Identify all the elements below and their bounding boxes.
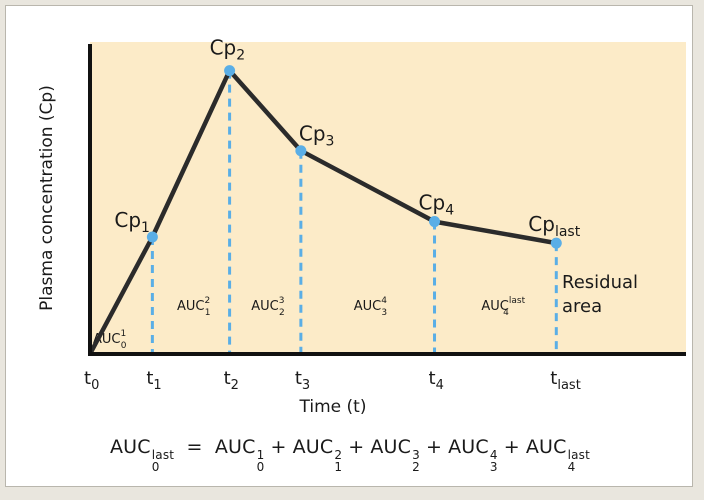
formula-term-4-last: AUC last 4 bbox=[525, 436, 591, 474]
formula-plus: + bbox=[503, 436, 520, 458]
residual-area-label-line1: Residual bbox=[562, 272, 638, 293]
formula-term-1-2: AUC 2 1 bbox=[292, 436, 343, 474]
concentration-curve bbox=[88, 68, 557, 356]
point-cplast bbox=[550, 237, 562, 249]
data-points bbox=[146, 65, 562, 249]
dashed-lines bbox=[150, 70, 558, 354]
label-cp1: Cp1 bbox=[114, 208, 150, 236]
y-axis-label: Plasma concentration (Cp) bbox=[37, 85, 57, 311]
point-cp2 bbox=[224, 65, 236, 77]
tick-t1: t1 bbox=[146, 368, 161, 393]
region-auc-4-last: AUClast 4 bbox=[481, 296, 525, 318]
figure-panel: AUC1 0 AUC2 1 AUC3 2 AUC4 3 AUClast 4 Cp1 Cp2 Cp3 Cp… bbox=[5, 5, 693, 487]
region-auc-1-2: AUC2 1 bbox=[177, 296, 210, 318]
formula-lhs-sup: last bbox=[151, 448, 175, 462]
label-cplast: Cplast bbox=[528, 212, 580, 240]
point-cp4 bbox=[429, 216, 441, 228]
formula-plus: + bbox=[270, 436, 287, 458]
formula-term-0-1: AUC 1 0 bbox=[214, 436, 265, 474]
region-auc-3-4: AUC4 3 bbox=[354, 296, 388, 318]
auc-formula: AUC last 0 = AUC 1 0 + AUC 2 1 + AUC 3 2 + AUC 4 3 + AUC la… bbox=[6, 436, 694, 473]
formula-term-3-4: AUC 4 3 bbox=[448, 436, 498, 474]
formula-lhs: AUC last 0 bbox=[110, 436, 174, 473]
formula-lhs-main: AUC bbox=[109, 436, 151, 458]
label-cp2: Cp2 bbox=[210, 36, 246, 64]
tick-t3: t3 bbox=[295, 368, 310, 393]
tick-t2: t2 bbox=[224, 368, 239, 393]
tick-tlast: tlast bbox=[550, 368, 581, 393]
x-axis-label: Time (t) bbox=[299, 397, 367, 417]
formula-lhs-sub: 0 bbox=[151, 460, 160, 474]
point-cp1 bbox=[146, 231, 158, 243]
tick-t4: t4 bbox=[429, 368, 444, 393]
formula-plus: + bbox=[425, 436, 443, 458]
formula-plus: + bbox=[348, 436, 365, 458]
point-cp3 bbox=[295, 145, 307, 157]
label-cp4: Cp4 bbox=[419, 191, 455, 219]
tick-t0: t0 bbox=[84, 368, 99, 393]
region-auc-2-3: AUC3 2 bbox=[251, 296, 284, 318]
x-tick-labels: t0 t1 t2 t3 t4 tlast bbox=[84, 368, 581, 393]
label-cp3: Cp3 bbox=[299, 122, 335, 150]
residual-area-label-line2: area bbox=[562, 296, 602, 317]
formula-equals: = bbox=[186, 436, 203, 458]
point-labels: Cp1 Cp2 Cp3 Cp4 Cplast bbox=[114, 36, 580, 240]
formula-term-2-3: AUC 3 2 bbox=[370, 436, 420, 474]
formula-terms: AUC 1 0 + AUC 2 1 + AUC 3 2 + AUC 4 3 + AUC last 4 bbox=[215, 436, 590, 473]
